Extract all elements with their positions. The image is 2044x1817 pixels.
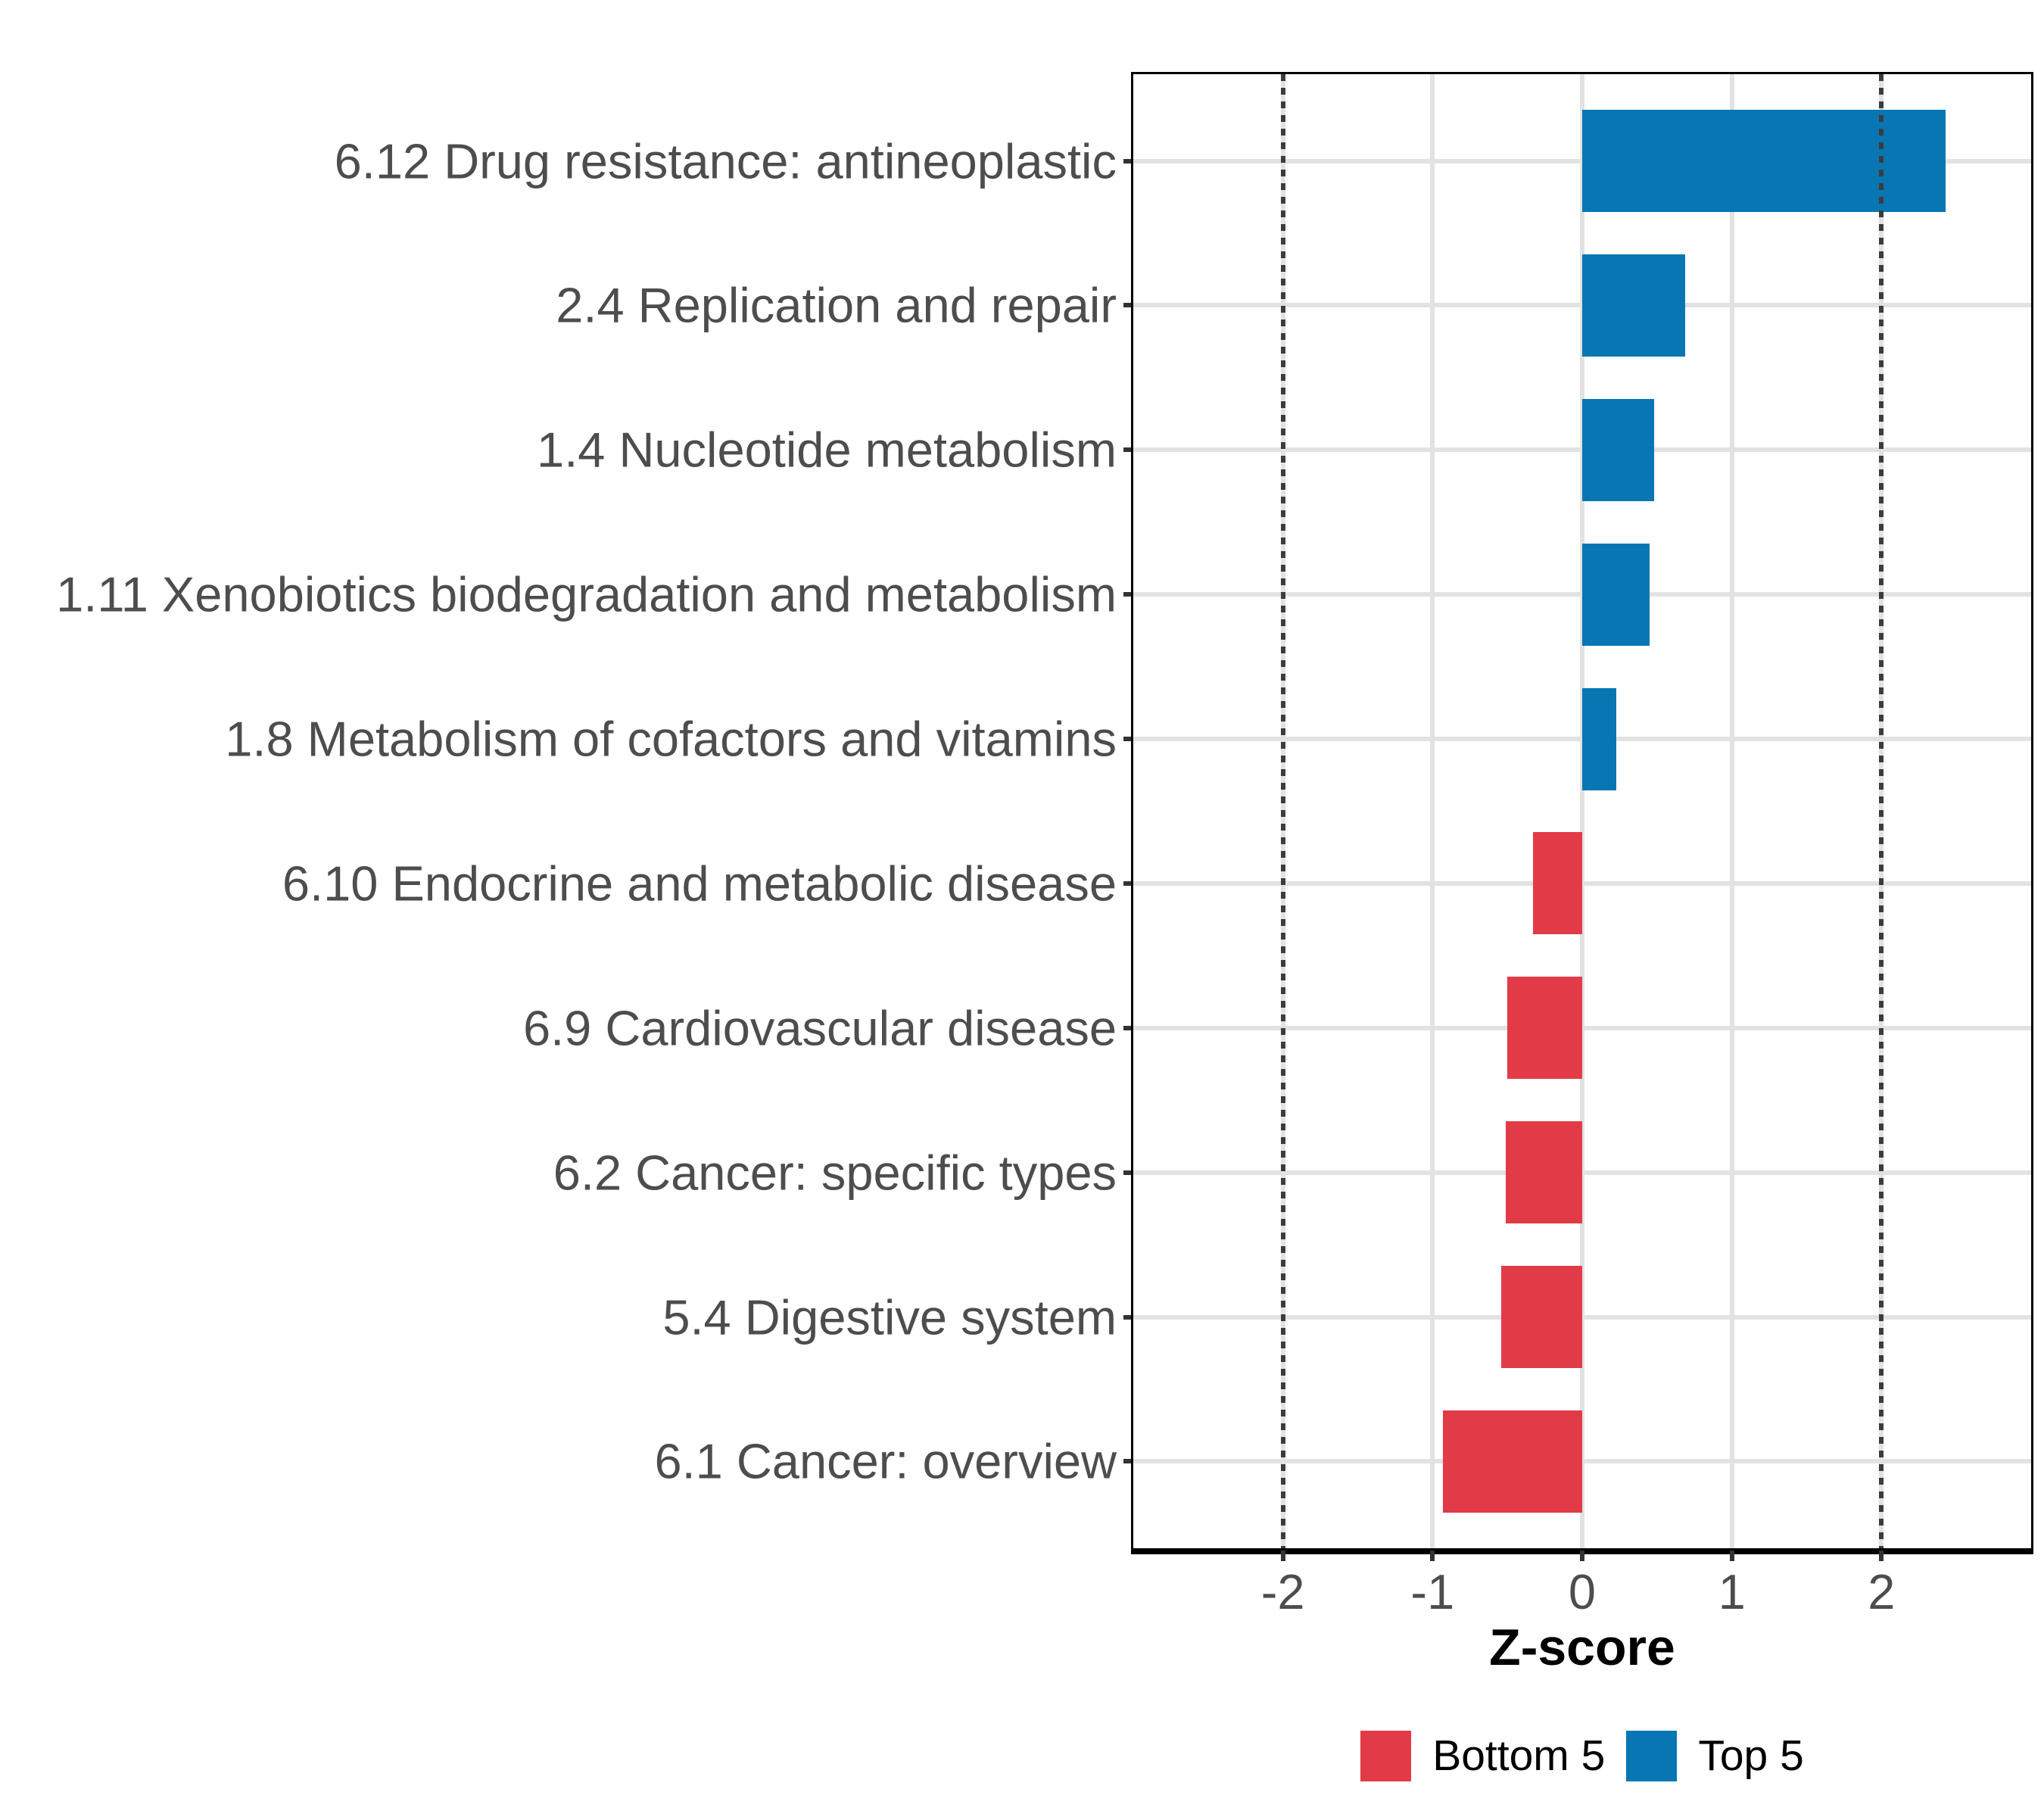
reference-line [1879, 74, 1884, 1548]
x-tick-label: -1 [1410, 1564, 1455, 1619]
x-tick-label: 1 [1718, 1564, 1746, 1619]
legend-item-top5: Top 5 [1626, 1730, 1804, 1781]
y-tick-mark [1123, 158, 1133, 164]
bar-bottom5 [1506, 1121, 1582, 1224]
y-axis-label: 5.4 Digestive system [662, 1289, 1117, 1345]
y-tick-mark [1123, 737, 1133, 742]
y-tick-mark [1123, 1170, 1133, 1175]
bar-top5 [1582, 687, 1617, 790]
gridline-vertical [1729, 74, 1734, 1548]
y-tick-mark [1123, 1314, 1133, 1320]
y-axis-label: 1.11 Xenobiotics biodegradation and meta… [56, 566, 1117, 622]
x-tick-mark [1580, 1551, 1584, 1561]
x-tick-mark [1430, 1551, 1435, 1561]
y-tick-mark [1123, 1459, 1133, 1464]
legend-label-bottom5: Bottom 5 [1432, 1731, 1606, 1780]
x-tick-label: 0 [1568, 1564, 1597, 1619]
y-axis-label: 6.9 Cardiovascular disease [522, 1000, 1117, 1056]
reference-line [1280, 74, 1285, 1548]
x-tick-mark [1729, 1551, 1734, 1561]
y-tick-mark [1123, 1025, 1133, 1030]
gridline-vertical [1430, 74, 1435, 1548]
x-axis-title: Z-score [1489, 1619, 1675, 1676]
y-tick-mark [1123, 592, 1133, 597]
bar-bottom5 [1501, 1266, 1582, 1369]
x-tick-mark [1280, 1551, 1285, 1561]
legend-key-bottom5-swatch [1360, 1730, 1412, 1781]
y-tick-mark [1123, 303, 1133, 308]
bar-top5 [1582, 398, 1654, 501]
gridline-vertical [1580, 74, 1584, 1548]
legend-key-top5-swatch [1626, 1730, 1678, 1781]
bar-top5 [1582, 543, 1650, 646]
y-axis-label: 6.12 Drug resistance: antineoplastic [334, 133, 1117, 189]
y-axis-label: 1.4 Nucleotide metabolism [537, 422, 1117, 478]
legend: Bottom 5 Top 5 [1131, 1728, 2033, 1783]
y-axis-label: 6.10 Endocrine and metabolic disease [282, 856, 1117, 912]
plot-panel [1131, 72, 2033, 1551]
x-tick-mark [1879, 1551, 1884, 1561]
bar-bottom5 [1443, 1410, 1582, 1513]
y-tick-mark [1123, 880, 1133, 886]
bar-bottom5 [1507, 977, 1582, 1080]
x-tick-label: -2 [1260, 1564, 1305, 1619]
legend-item-bottom5: Bottom 5 [1360, 1730, 1606, 1781]
y-axis-label: 6.2 Cancer: specific types [553, 1145, 1117, 1201]
bar-top5 [1582, 254, 1686, 357]
bar-top5 [1582, 110, 1946, 213]
bar-bottom5 [1532, 832, 1582, 935]
y-tick-mark [1123, 447, 1133, 453]
legend-label-top5: Top 5 [1698, 1731, 1804, 1780]
y-axis-label: 1.8 Metabolism of cofactors and vitamins [225, 711, 1117, 767]
y-axis-label: 6.1 Cancer: overview [654, 1433, 1117, 1489]
x-tick-label: 2 [1868, 1564, 1896, 1619]
y-axis-label: 2.4 Replication and repair [556, 277, 1117, 333]
